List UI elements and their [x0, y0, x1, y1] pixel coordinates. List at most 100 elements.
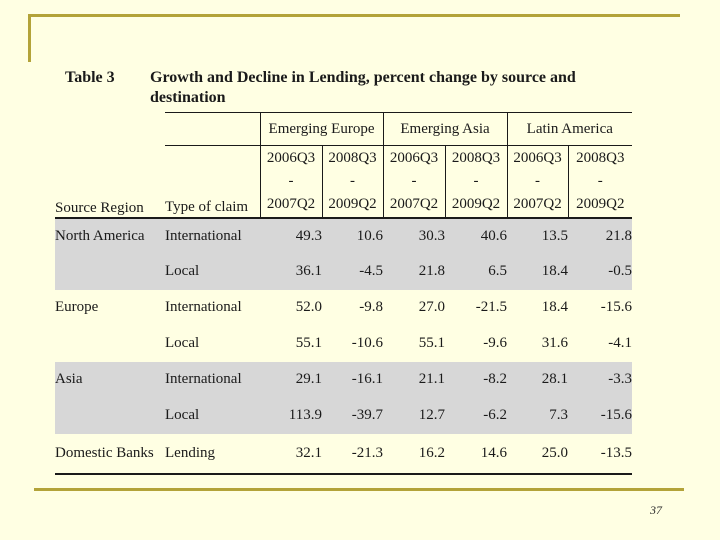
cell-value: -15.6	[600, 299, 633, 315]
row-claim: Local	[165, 397, 260, 434]
row-region	[55, 253, 165, 290]
period-dash: -	[473, 172, 479, 189]
table-row: Local 113.9 -39.7 12.7 -6.2 7.3 -15.6	[55, 397, 633, 434]
cell-value: 55.1	[295, 335, 322, 351]
period-from: 2008Q3	[328, 149, 377, 166]
cell-value: -6.2	[445, 397, 508, 434]
period-to: 2009Q2	[451, 195, 501, 212]
cell-value: 25.0	[507, 433, 569, 475]
cell-value: -39.7	[322, 397, 384, 434]
period-header: 2006Q3 - 2007Q2	[382, 145, 446, 219]
cell-value: 55.1	[418, 335, 446, 351]
cell-value: 13.5	[507, 217, 569, 254]
cell-value: 21.8	[383, 253, 446, 290]
table-row: Asia International 29.1 -16.1 21.1 -8.2 …	[55, 361, 633, 398]
period-header: 2008Q3 - 2009Q2	[444, 145, 508, 219]
cell-value: 7.3	[507, 397, 569, 434]
cell-value: 14.6	[445, 433, 508, 475]
table-title-row: Table 3 Growth and Decline in Lending, p…	[65, 68, 635, 108]
cell-value: -16.1	[322, 361, 384, 398]
group-header-emerging-asia: Emerging Asia	[382, 112, 508, 146]
cell-value: -4.5	[322, 253, 384, 290]
row-region: Domestic Banks	[55, 433, 165, 475]
cell-value: 21.8	[568, 217, 633, 254]
period-from: 2008Q3	[451, 149, 501, 166]
cell-value: 49.3	[260, 217, 322, 254]
period-to: 2009Q2	[328, 195, 377, 212]
cell-value: 30.3	[383, 217, 446, 254]
cell-value: 21.1	[383, 361, 446, 398]
row-region: Europe	[55, 299, 99, 315]
row-claim: International	[165, 299, 242, 315]
gold-bottom-line	[34, 488, 684, 491]
row-claim: Lending	[165, 433, 260, 475]
cell-value: -15.6	[568, 397, 633, 434]
table-row: Local 36.1 -4.5 21.8 6.5 18.4 -0.5	[55, 253, 633, 290]
period-dash: -	[350, 172, 355, 189]
row-region	[55, 326, 165, 362]
row-region: Asia	[55, 361, 165, 398]
cell-value: 31.6	[541, 335, 569, 351]
gold-top-line	[28, 14, 680, 17]
cell-value: 27.0	[418, 299, 446, 315]
row-claim: International	[165, 217, 260, 254]
period-dash: -	[597, 172, 603, 189]
cell-value: -10.6	[351, 335, 384, 351]
header-gap-cell	[165, 112, 260, 146]
period-from: 2008Q3	[576, 149, 625, 166]
period-to: 2007Q2	[513, 195, 562, 212]
type-of-claim-header: Type of claim	[165, 145, 260, 219]
table-row: North America International 49.3 10.6 30…	[55, 217, 633, 254]
row-claim: Local	[165, 335, 200, 351]
cell-value: -3.3	[568, 361, 633, 398]
cell-value: -13.5	[568, 433, 633, 475]
cell-value: 6.5	[445, 253, 508, 290]
cell-value: 113.9	[260, 397, 322, 434]
period-header: 2008Q3 - 2009Q2	[567, 145, 633, 219]
period-dash: -	[411, 172, 417, 189]
row-region	[55, 397, 165, 434]
row-claim: International	[165, 361, 260, 398]
cell-value: -21.5	[475, 299, 508, 315]
page-number: 37	[650, 503, 662, 517]
cell-value: 40.6	[445, 217, 508, 254]
period-to: 2007Q2	[389, 195, 439, 212]
source-region-header: Source Region	[55, 112, 165, 219]
period-dash: -	[288, 172, 294, 189]
cell-value: 18.4	[541, 299, 569, 315]
cell-value: 16.2	[383, 433, 446, 475]
table-row: Domestic Banks Lending 32.1 -21.3 16.2 1…	[55, 433, 633, 475]
period-dash: -	[535, 172, 541, 189]
cell-value: 29.1	[260, 361, 322, 398]
cell-value: -4.1	[608, 335, 633, 351]
period-header: 2006Q3 - 2007Q2	[259, 145, 322, 219]
group-header-emerging-europe: Emerging Europe	[259, 112, 384, 146]
cell-value: 12.7	[383, 397, 446, 434]
table-row: Local 55.1 -10.6 55.1 -9.6 31.6 -4.1	[55, 326, 632, 362]
period-header: 2008Q3 - 2009Q2	[321, 145, 384, 219]
group-header-latin-america: Latin America	[506, 112, 633, 146]
cell-value: 28.1	[507, 361, 569, 398]
group-header-row: Source Region Emerging Europe Emerging A…	[55, 112, 633, 219]
cell-value: -9.6	[483, 335, 508, 351]
cell-value: 10.6	[322, 217, 384, 254]
lending-table: Source Region Emerging Europe Emerging A…	[55, 112, 633, 475]
cell-value: 18.4	[507, 253, 569, 290]
period-from: 2006Q3	[389, 149, 439, 166]
table-row: Europe International 52.0 -9.8 27.0 -21.…	[55, 290, 632, 326]
cell-value: 52.0	[295, 299, 322, 315]
cell-value: 36.1	[260, 253, 322, 290]
period-to: 2009Q2	[576, 195, 625, 212]
cell-value: -21.3	[322, 433, 384, 475]
period-from: 2006Q3	[266, 149, 316, 166]
cell-value: -8.2	[445, 361, 508, 398]
cell-value: -0.5	[568, 253, 633, 290]
period-header: 2006Q3 - 2007Q2	[506, 145, 569, 219]
table-label: Table 3	[65, 69, 115, 86]
gold-left-corner-line	[28, 14, 31, 62]
period-from: 2006Q3	[513, 149, 562, 166]
table-title: Growth and Decline in Lending, percent c…	[150, 69, 576, 106]
row-region: North America	[55, 217, 165, 254]
period-to: 2007Q2	[266, 195, 316, 212]
